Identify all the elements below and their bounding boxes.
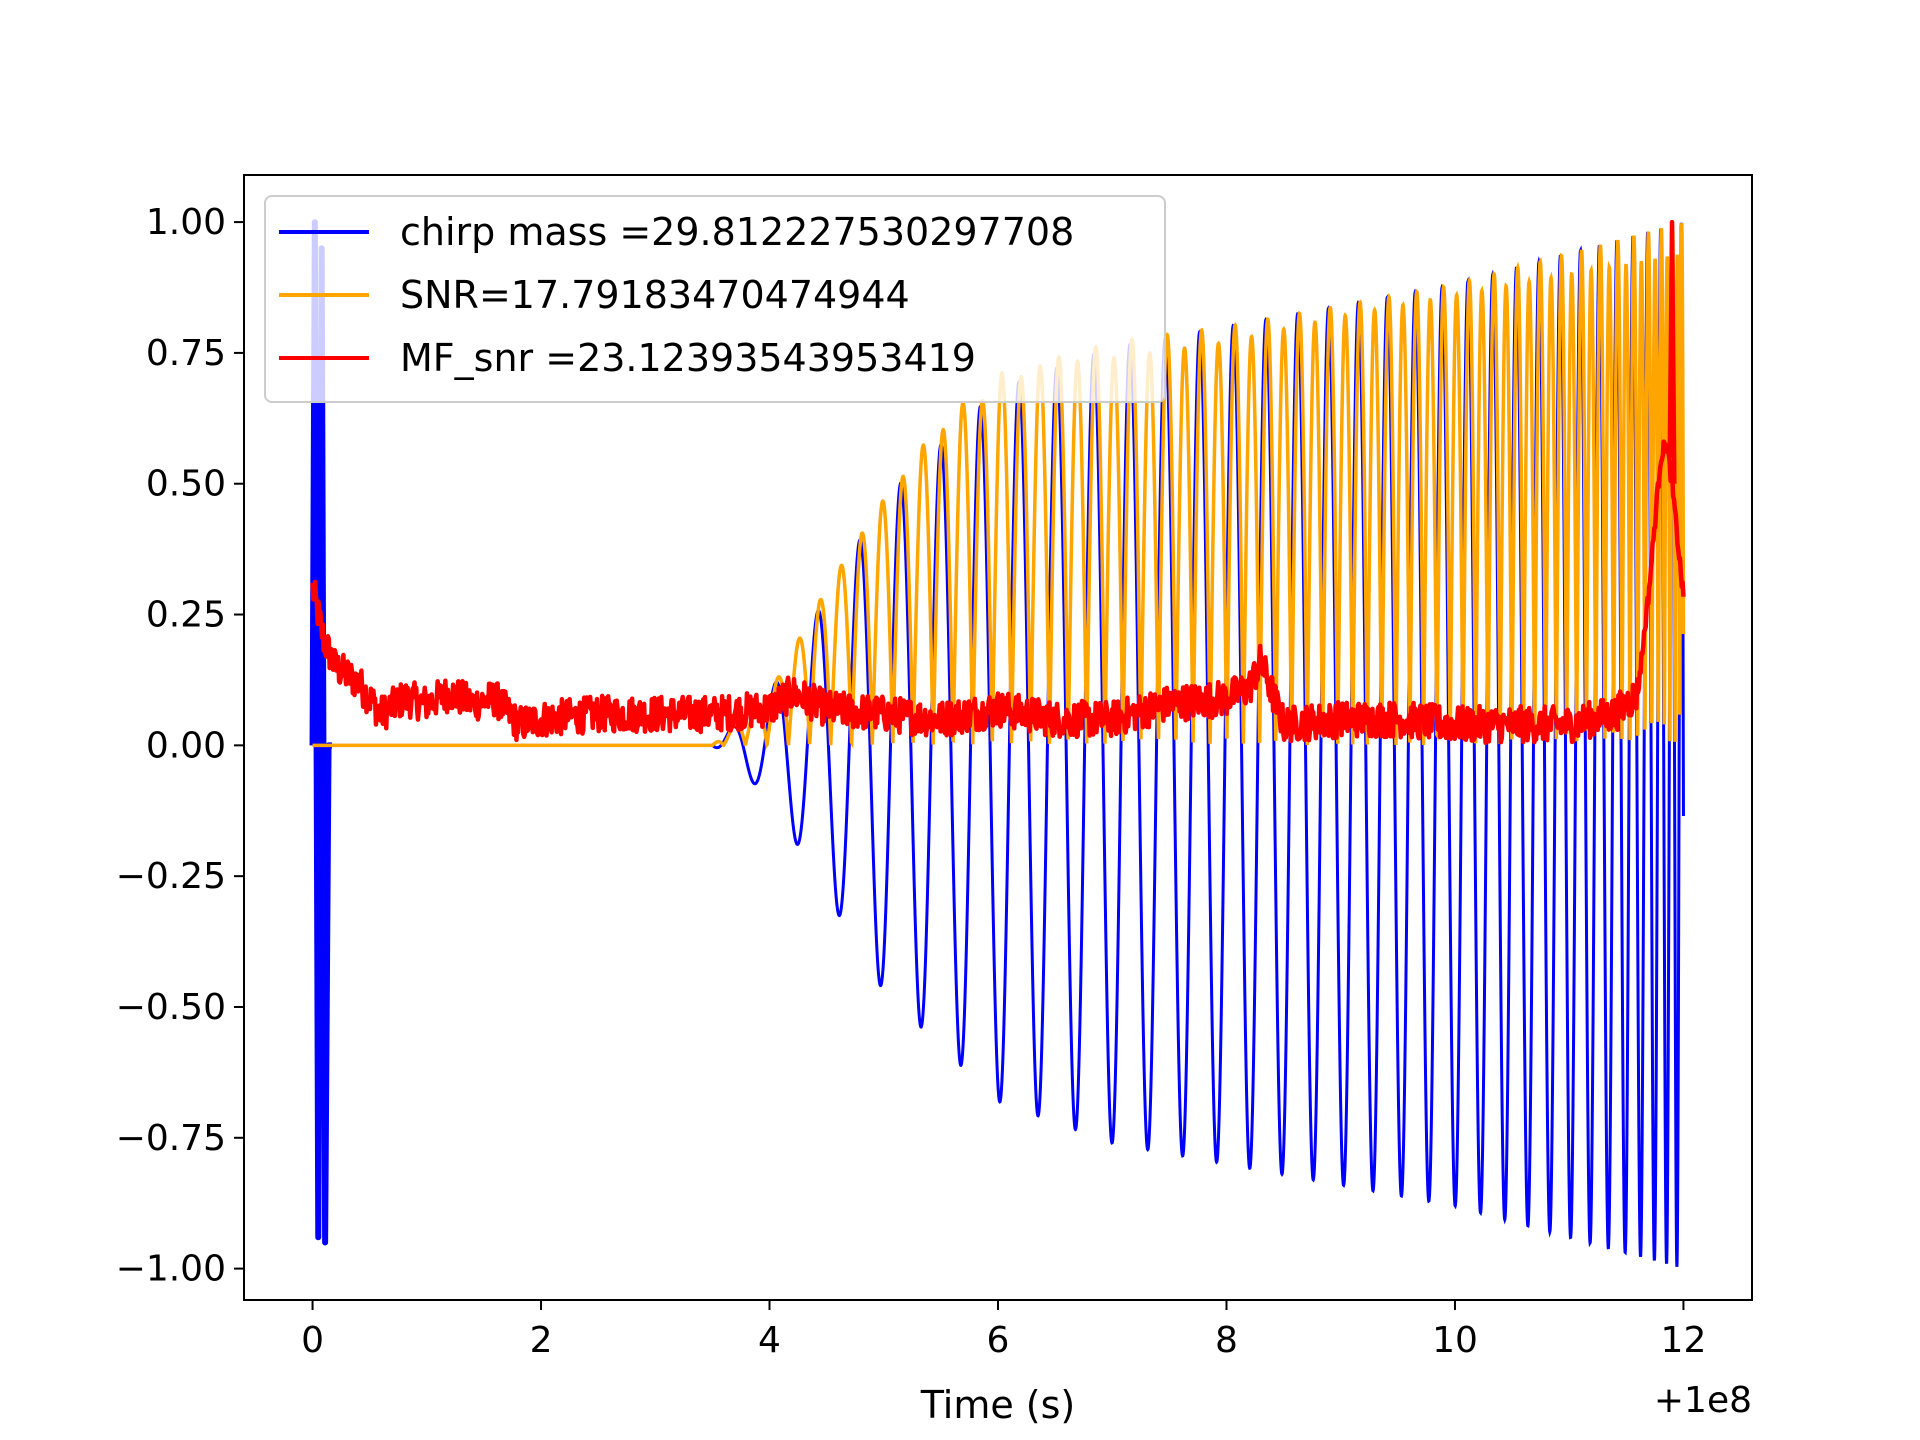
series-mf-snr-line	[310, 219, 1686, 745]
y-tick-label: 0.00	[146, 725, 226, 766]
y-tick-label: 0.50	[146, 464, 226, 505]
x-tick-label: 4	[758, 1320, 781, 1361]
legend-label: chirp mass =29.812227530297708	[400, 210, 1074, 254]
legend: chirp mass =29.812227530297708 SNR=17.791…	[264, 195, 1166, 403]
y-tick-label: −0.75	[116, 1118, 226, 1159]
ticks-layer: 0 2 4 6 8 10 12 1.00 0.75 0.50 0.25 0.00 −0.25 −0.50 −…	[116, 202, 1707, 1361]
y-tick-label: −0.50	[116, 987, 226, 1028]
x-tick-label: 12	[1661, 1320, 1707, 1361]
x-tick-label: 0	[301, 1320, 324, 1361]
y-tick-label: 1.00	[146, 202, 226, 243]
x-tick-label: 8	[1215, 1320, 1238, 1361]
legend-label: SNR=17.79183470474944	[400, 273, 910, 317]
y-tick-label: 0.25	[146, 595, 226, 636]
x-axis-label: Time (s)	[920, 1383, 1076, 1427]
y-tick-label: −0.25	[116, 856, 226, 897]
legend-label: MF_snr =23.12393543953419	[400, 336, 976, 380]
x-tick-label: 10	[1432, 1320, 1478, 1361]
x-tick-label: 6	[987, 1320, 1010, 1361]
y-tick-label: 0.75	[146, 333, 226, 374]
legend-box	[264, 195, 1166, 403]
x-tick-label: 2	[530, 1320, 553, 1361]
series-snr-line	[312, 223, 1686, 750]
y-tick-label: −1.00	[116, 1249, 226, 1290]
x-offset-label: +1e8	[1654, 1380, 1752, 1421]
